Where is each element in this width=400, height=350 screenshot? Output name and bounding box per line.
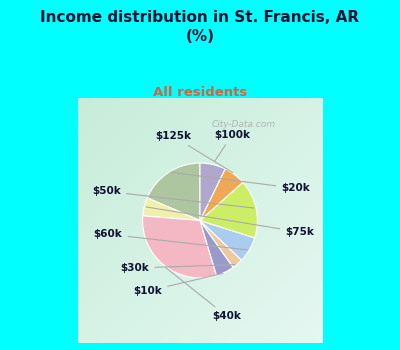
Text: $75k: $75k <box>146 207 314 237</box>
Text: $50k: $50k <box>92 187 254 208</box>
Wedge shape <box>143 198 200 220</box>
Text: $100k: $100k <box>214 130 250 161</box>
Text: All residents: All residents <box>153 86 247 99</box>
Wedge shape <box>200 220 255 260</box>
Text: $30k: $30k <box>120 263 235 273</box>
Wedge shape <box>200 182 258 238</box>
Wedge shape <box>200 169 243 220</box>
Text: $60k: $60k <box>94 229 247 250</box>
Text: $20k: $20k <box>171 172 310 193</box>
Text: Income distribution in St. Francis, AR
(%): Income distribution in St. Francis, AR (… <box>40 10 360 44</box>
Text: $125k: $125k <box>155 131 233 173</box>
Wedge shape <box>200 163 225 220</box>
Text: City-Data.com: City-Data.com <box>212 120 276 130</box>
Wedge shape <box>200 220 233 275</box>
Text: $10k: $10k <box>134 273 223 296</box>
Wedge shape <box>200 220 242 267</box>
Text: $40k: $40k <box>166 267 241 321</box>
Wedge shape <box>142 216 216 278</box>
Wedge shape <box>147 163 200 220</box>
